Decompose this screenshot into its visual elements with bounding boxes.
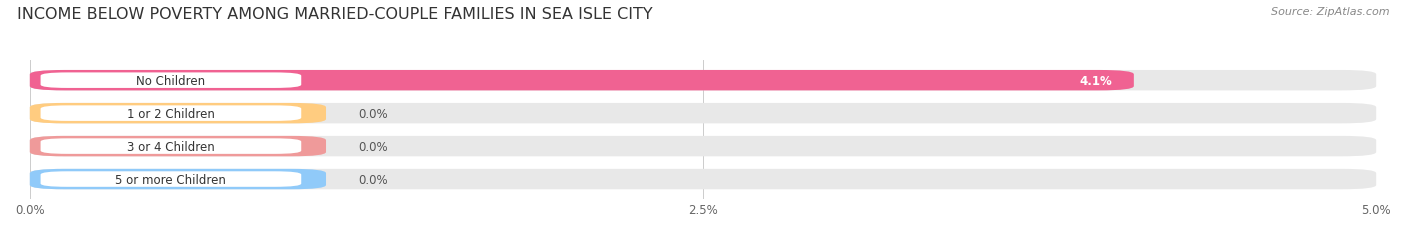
Text: 4.1%: 4.1% xyxy=(1080,74,1112,87)
FancyBboxPatch shape xyxy=(41,73,301,88)
Text: 5 or more Children: 5 or more Children xyxy=(115,173,226,186)
Text: 1 or 2 Children: 1 or 2 Children xyxy=(127,107,215,120)
FancyBboxPatch shape xyxy=(30,71,1133,91)
FancyBboxPatch shape xyxy=(30,136,326,157)
FancyBboxPatch shape xyxy=(30,169,326,189)
FancyBboxPatch shape xyxy=(41,139,301,154)
Text: 0.0%: 0.0% xyxy=(359,107,388,120)
FancyBboxPatch shape xyxy=(30,136,1376,157)
Text: 0.0%: 0.0% xyxy=(359,173,388,186)
FancyBboxPatch shape xyxy=(30,169,1376,189)
FancyBboxPatch shape xyxy=(30,71,1376,91)
Text: 0.0%: 0.0% xyxy=(359,140,388,153)
FancyBboxPatch shape xyxy=(41,172,301,187)
Text: No Children: No Children xyxy=(136,74,205,87)
Text: INCOME BELOW POVERTY AMONG MARRIED-COUPLE FAMILIES IN SEA ISLE CITY: INCOME BELOW POVERTY AMONG MARRIED-COUPL… xyxy=(17,7,652,22)
FancyBboxPatch shape xyxy=(30,103,326,124)
Text: Source: ZipAtlas.com: Source: ZipAtlas.com xyxy=(1271,7,1389,17)
FancyBboxPatch shape xyxy=(30,103,1376,124)
Text: 3 or 4 Children: 3 or 4 Children xyxy=(127,140,215,153)
FancyBboxPatch shape xyxy=(41,106,301,121)
